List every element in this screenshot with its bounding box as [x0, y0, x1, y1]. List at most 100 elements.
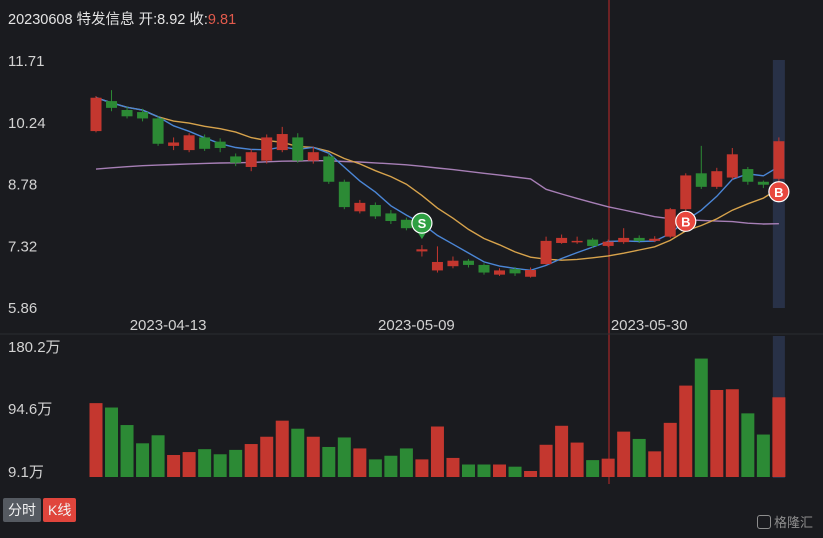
volume-bar	[446, 457, 460, 477]
volume-bar	[663, 422, 677, 477]
volume-bar	[167, 455, 181, 477]
candle-body	[447, 260, 459, 267]
ma10-line	[95, 97, 780, 261]
close-value: 9.81	[207, 12, 237, 28]
volume-bar	[275, 420, 289, 477]
candle-body	[478, 264, 490, 273]
candle-body	[292, 137, 304, 161]
volume-bar	[213, 454, 227, 477]
tab-intraday[interactable]: 分时	[3, 498, 41, 522]
volume-bar	[244, 444, 258, 477]
volume-bar	[151, 435, 165, 477]
volume-bar	[306, 436, 320, 477]
volume-bar	[291, 428, 305, 477]
volume-bar	[493, 464, 507, 477]
ma30-line	[95, 159, 779, 225]
volume-bar	[260, 436, 274, 477]
volume-bar	[508, 466, 522, 477]
candle-body	[757, 181, 769, 185]
candle-body	[587, 239, 599, 246]
volume-bar	[601, 458, 615, 477]
candle-body	[416, 249, 428, 252]
volume-tick-label: 180.2万	[8, 339, 61, 356]
volume-bar	[756, 434, 770, 477]
volume-bar	[679, 385, 693, 477]
volume-bar	[182, 452, 196, 477]
ma5-line	[95, 97, 780, 272]
volume-bar	[120, 425, 134, 477]
candle-body	[618, 237, 630, 243]
signal-label: S	[418, 216, 427, 231]
candle-body	[338, 181, 350, 208]
volume-bar	[586, 460, 600, 477]
volume-bar	[648, 451, 662, 477]
candle-body	[245, 152, 257, 167]
signal-label: B	[774, 185, 783, 200]
candle-body	[307, 152, 319, 161]
candle-body	[556, 237, 568, 243]
volume-bar	[229, 449, 243, 477]
candle-body	[90, 97, 102, 132]
candle-body	[509, 269, 521, 274]
volume-bar	[136, 443, 150, 477]
price-tick-label: 8.78	[8, 177, 37, 194]
candle-body	[400, 219, 412, 229]
candle-body	[323, 156, 335, 182]
volume-bar	[430, 426, 444, 477]
candle-body	[152, 118, 164, 144]
price-tick-label: 7.32	[8, 238, 37, 255]
candle-body	[121, 109, 133, 117]
volume-bar	[105, 407, 119, 477]
candle-body	[385, 213, 397, 222]
candle-body	[369, 204, 381, 217]
price-tick-label: 5.86	[8, 300, 37, 317]
candle-body	[571, 240, 583, 243]
stock-code: 20230608	[8, 12, 73, 28]
volume-bar	[322, 446, 336, 477]
candle-body	[649, 238, 661, 241]
candle-body	[695, 173, 707, 187]
volume-bar	[198, 449, 212, 477]
candle-body	[462, 260, 474, 265]
volume-bar	[368, 459, 382, 477]
stock-name: 特发信息	[76, 12, 135, 28]
buy-signal-marker	[768, 181, 790, 203]
volume-bar	[539, 444, 553, 477]
buy-signal-marker	[675, 210, 697, 232]
volume-bar	[399, 448, 413, 477]
candle-body	[354, 202, 366, 212]
chart-mode-tabs: 分时 K线	[3, 498, 77, 522]
volume-bar	[477, 464, 491, 477]
volume-bar	[617, 431, 631, 477]
close-label: 收:	[189, 12, 208, 28]
candle-body	[540, 240, 552, 265]
candle-body	[106, 101, 118, 108]
candle-body	[199, 137, 211, 149]
candle-body	[633, 237, 645, 241]
watermark: 格隆汇	[756, 512, 813, 531]
volume-bar	[337, 437, 351, 477]
signal-label: B	[681, 214, 690, 229]
price-tick-label: 10.24	[8, 115, 46, 132]
candle-body	[742, 169, 754, 182]
candle-body	[664, 209, 676, 237]
tab-kline[interactable]: K线	[43, 498, 77, 522]
volume-bar	[694, 358, 708, 477]
candle-body	[261, 137, 273, 161]
watermark-text: 格隆汇	[773, 515, 813, 530]
candle-body	[183, 135, 195, 151]
volume-bar	[353, 448, 367, 477]
open-value: 8.92	[157, 12, 186, 28]
candle-body	[602, 241, 614, 246]
chart-header: 20230608 特发信息 开:8.92 收:9.81	[8, 8, 236, 29]
candle-body	[276, 134, 288, 151]
date-label: 2023-05-09	[378, 317, 455, 334]
volume-bar	[710, 389, 724, 477]
candle-body	[431, 261, 443, 271]
candle-body	[711, 171, 723, 187]
candle-body	[494, 270, 506, 275]
volume-tick-label: 94.6万	[8, 401, 52, 418]
candle-body	[525, 270, 537, 277]
volume-bar	[725, 389, 739, 477]
